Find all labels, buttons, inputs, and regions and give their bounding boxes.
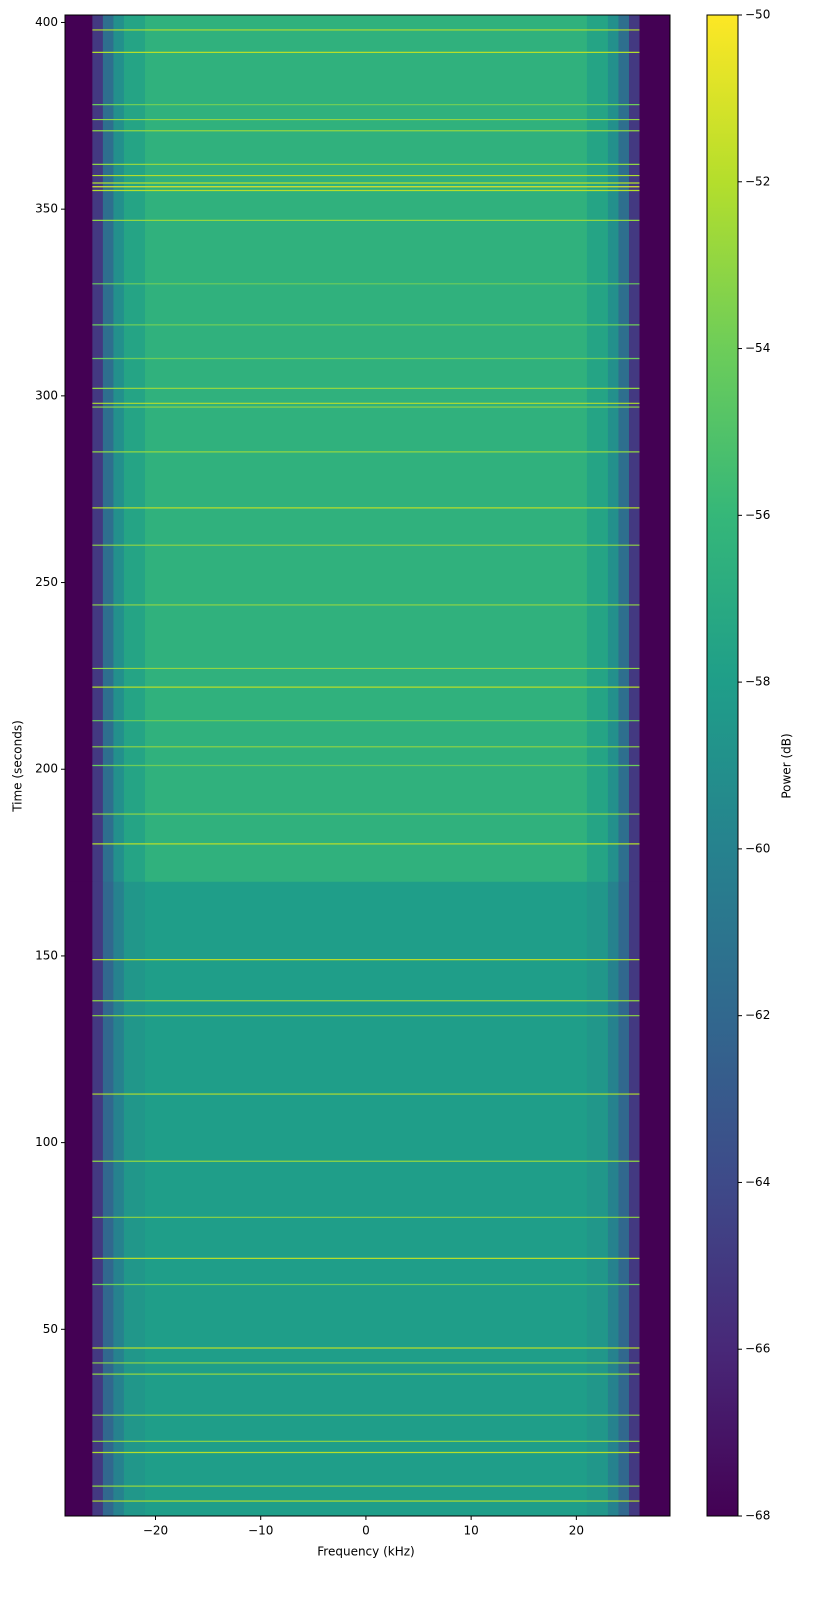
x-tick-label: 10 <box>463 1524 478 1538</box>
y-tick-label: 400 <box>35 15 58 29</box>
cell <box>92 15 104 882</box>
cell <box>113 881 125 1517</box>
cell <box>618 15 630 882</box>
colorbar-tick-label: −66 <box>745 1342 770 1356</box>
y-tick-label: 200 <box>35 762 58 776</box>
cell <box>618 881 630 1517</box>
cell <box>65 881 93 1517</box>
cell <box>639 15 671 882</box>
cell <box>102 15 114 882</box>
y-tick-label: 150 <box>35 948 58 962</box>
x-tick-label: 0 <box>362 1524 370 1538</box>
y-tick-label: 300 <box>35 388 58 402</box>
colorbar-tick-label: −50 <box>745 8 770 22</box>
cell <box>628 881 640 1517</box>
colorbar-tick-label: −52 <box>745 174 770 188</box>
cell <box>586 15 609 882</box>
colorbar-label: Power (dB) <box>780 733 794 798</box>
cell <box>607 15 619 882</box>
y-axis-label: Time (seconds) <box>11 720 25 813</box>
cell <box>102 881 114 1517</box>
y-tick-label: 350 <box>35 202 58 216</box>
colorbar-tick-label: −60 <box>745 841 770 855</box>
x-tick-label: 20 <box>569 1524 584 1538</box>
cell <box>144 15 588 882</box>
x-tick-label: −10 <box>248 1524 273 1538</box>
cell <box>113 15 125 882</box>
cell <box>639 881 671 1517</box>
x-tick-label: −20 <box>143 1524 168 1538</box>
colorbar-tick-label: −68 <box>745 1509 770 1523</box>
colorbar-tick-label: −54 <box>745 341 770 355</box>
plot-frame <box>64 14 671 1517</box>
cell <box>123 881 146 1517</box>
x-axis-label: Frequency (kHz) <box>317 1545 414 1559</box>
y-tick-label: 250 <box>35 575 58 589</box>
cell <box>607 881 619 1517</box>
cell <box>586 881 609 1517</box>
y-tick-label: 100 <box>35 1135 58 1149</box>
cell <box>65 15 93 882</box>
cell <box>144 881 588 1517</box>
colorbar-tick-label: −62 <box>745 1008 770 1022</box>
y-tick-label: 50 <box>43 1322 58 1336</box>
colorbar-tick-label: −64 <box>745 1175 770 1189</box>
colorbar <box>706 14 739 1517</box>
cell <box>123 15 146 882</box>
cell <box>628 15 640 882</box>
cell <box>92 881 104 1517</box>
colorbar-tick-label: −58 <box>745 675 770 689</box>
colorbar-tick-label: −56 <box>745 508 770 522</box>
